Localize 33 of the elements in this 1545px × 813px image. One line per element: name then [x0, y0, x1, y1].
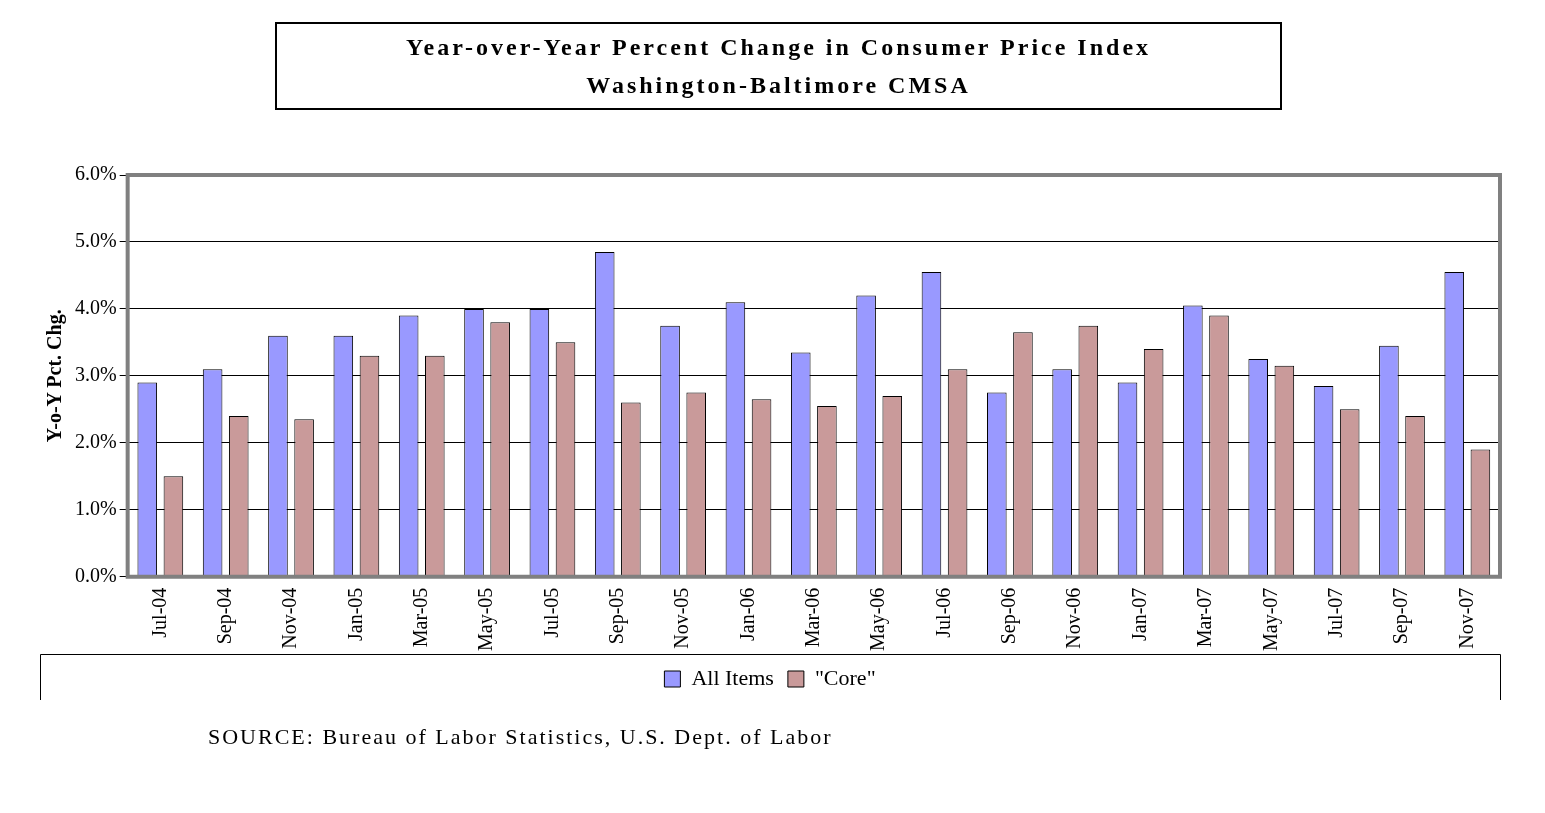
x-tick-label: May-05 — [474, 587, 498, 652]
y-tick-label: 1.0% — [74, 496, 117, 519]
x-tick-label: Mar-06 — [801, 587, 824, 648]
y-tick-label: 2.0% — [74, 430, 117, 453]
legend-label: All Items — [691, 664, 774, 690]
x-tick-label: Sep-05 — [605, 587, 629, 645]
x-tick-label: Nov-06 — [1062, 587, 1085, 649]
x-tick-label: Jul-07 — [1323, 587, 1346, 638]
y-axis-title: Y-o-Y Pct. Chg. — [43, 309, 67, 443]
y-tick-label: 4.0% — [74, 296, 117, 319]
legend-label: "Core" — [814, 664, 876, 690]
x-tick-label: Jul-05 — [539, 587, 562, 638]
x-tick-label: Mar-07 — [1193, 587, 1216, 648]
x-tick-label: Jan-06 — [735, 587, 758, 642]
x-tick-label: Mar-05 — [408, 587, 431, 648]
x-tick-label: Sep-06 — [997, 587, 1021, 645]
x-tick-label: Sep-07 — [1389, 587, 1413, 645]
source-note: SOURCE: Bureau of Labor Statistics, U.S. Dept. of Labor — [208, 724, 833, 750]
y-tick-label: 5.0% — [74, 229, 117, 252]
x-tick-label: Nov-04 — [278, 587, 301, 649]
x-tick-label: Jul-04 — [147, 587, 170, 638]
x-tick-label: Sep-04 — [212, 587, 236, 645]
y-tick-label: 6.0% — [74, 162, 117, 185]
x-tick-label: Jan-05 — [343, 587, 366, 642]
y-tick-label: 3.0% — [74, 363, 117, 386]
x-tick-label: May-07 — [1258, 587, 1282, 652]
y-tick-label: 0.0% — [74, 563, 117, 586]
x-tick-label: Nov-05 — [670, 587, 693, 649]
x-tick-label: May-06 — [866, 587, 890, 652]
x-tick-label: Jul-06 — [931, 587, 954, 638]
x-tick-label: Nov-07 — [1454, 587, 1477, 649]
chart-title: Year-over-Year Percent Change in Consumer Price Index Washington-Baltimore CMSA — [275, 22, 1282, 110]
x-tick-label: Jan-07 — [1127, 587, 1150, 642]
